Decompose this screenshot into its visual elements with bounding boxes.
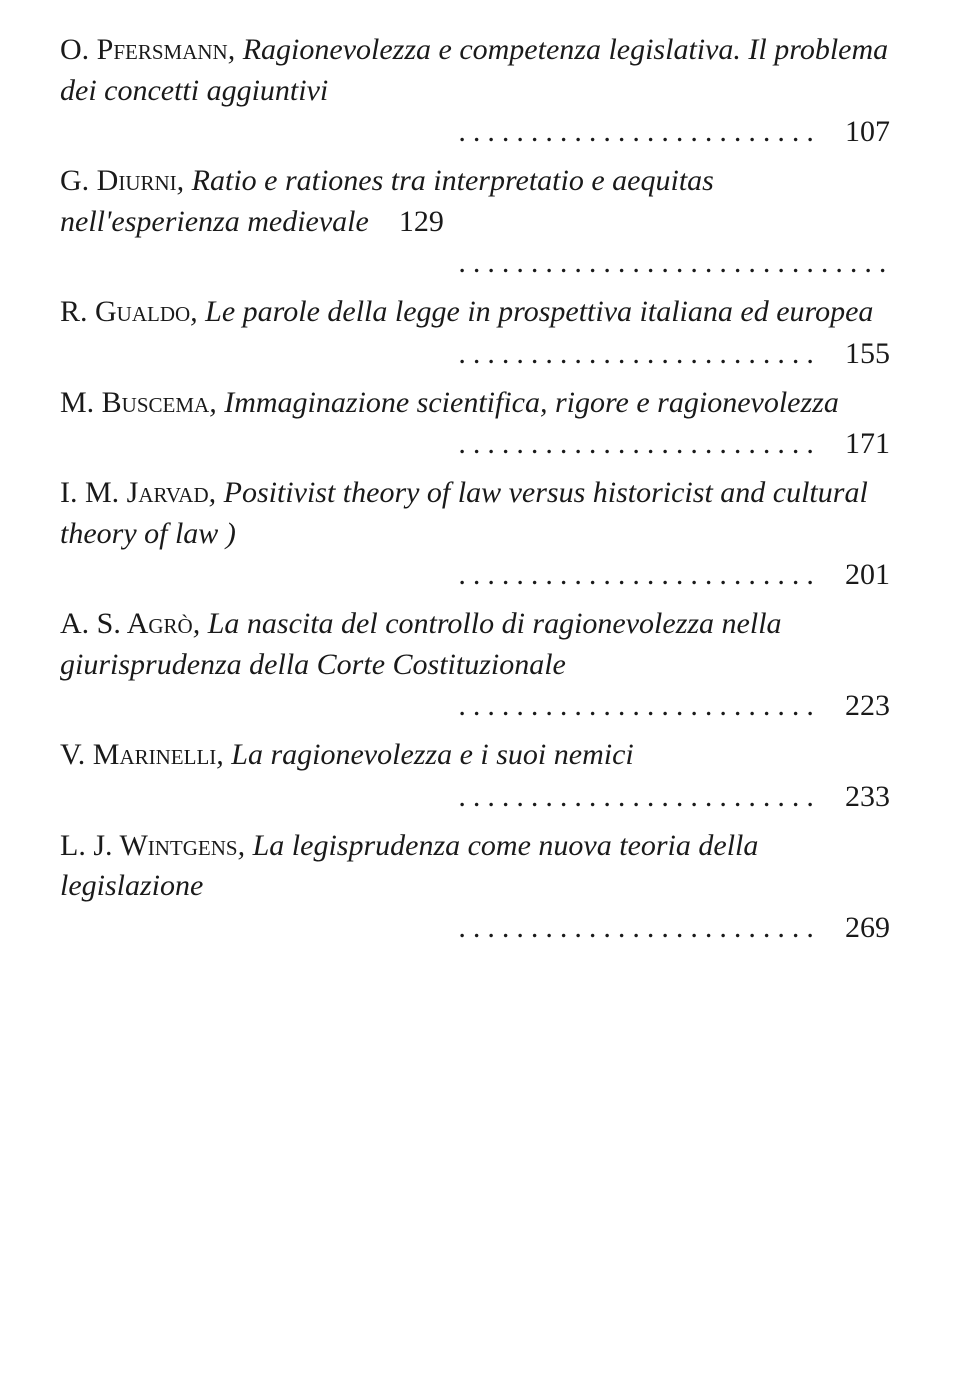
dots-leader: ........................................…: [458, 911, 820, 945]
dots-row: ........................................…: [60, 780, 890, 814]
dots-row: ........................................…: [60, 115, 890, 149]
dots-row: ........................................…: [60, 337, 890, 371]
entry-page: 233: [820, 780, 890, 814]
entry-author: L. J. Wintgens: [60, 829, 238, 862]
dots-leader: ........................................…: [458, 780, 820, 814]
dots-row: ........................................…: [60, 689, 890, 723]
entry-page-inline: 129: [369, 205, 444, 238]
entry-text: A. S. Agrò, La nascita del controllo di …: [60, 604, 890, 685]
toc-entry: R. Gualdo, Le parole della legge in pros…: [60, 292, 890, 371]
entry-page: 223: [820, 689, 890, 723]
entry-text: I. M. Jarvad, Positivist theory of law v…: [60, 473, 890, 554]
entry-page: 201: [820, 558, 890, 592]
toc-entry: O. Pfersmann, Ragionevolezza e competenz…: [60, 30, 890, 149]
entry-author: A. S. Agrò: [60, 607, 193, 640]
table-of-contents: O. Pfersmann, Ragionevolezza e competenz…: [60, 30, 890, 945]
toc-entry: M. Buscema, Immaginazione scientifica, r…: [60, 383, 890, 462]
entry-text: L. J. Wintgens, La legisprudenza come nu…: [60, 826, 890, 907]
entry-page: 107: [820, 115, 890, 149]
dots-row: ........................................…: [60, 911, 890, 945]
entry-title: , La ragionevolezza e i suoi nemici: [216, 738, 633, 771]
entry-text: M. Buscema, Immaginazione scientifica, r…: [60, 383, 890, 424]
entry-page: 155: [820, 337, 890, 371]
entry-text: G. Diurni, Ratio e rationes tra interpre…: [60, 161, 890, 242]
entry-text: O. Pfersmann, Ragionevolezza e competenz…: [60, 30, 890, 111]
toc-entry: L. J. Wintgens, La legisprudenza come nu…: [60, 826, 890, 945]
dots-leader: ........................................…: [458, 115, 820, 149]
dots-leader: ........................................…: [458, 337, 820, 371]
dots-leader: ........................................…: [458, 558, 820, 592]
entry-author: V. Marinelli: [60, 738, 216, 771]
toc-entry: I. M. Jarvad, Positivist theory of law v…: [60, 473, 890, 592]
dots-row: ........................................…: [60, 558, 890, 592]
entry-text: V. Marinelli, La ragionevolezza e i suoi…: [60, 735, 890, 776]
entry-page: 269: [820, 911, 890, 945]
dots-row: ........................................…: [60, 246, 890, 280]
entry-text: R. Gualdo, Le parole della legge in pros…: [60, 292, 890, 333]
entry-title: , Le parole della legge in prospettiva i…: [190, 295, 873, 328]
entry-author: G. Diurni: [60, 164, 177, 197]
entry-author: M. Buscema: [60, 386, 209, 419]
dots-leader: ........................................…: [458, 246, 890, 280]
toc-entry: G. Diurni, Ratio e rationes tra interpre…: [60, 161, 890, 280]
entry-page: 171: [820, 427, 890, 461]
entry-author: R. Gualdo: [60, 295, 190, 328]
dots-leader: ........................................…: [458, 427, 820, 461]
entry-author: O. Pfersmann: [60, 33, 228, 66]
toc-entry: V. Marinelli, La ragionevolezza e i suoi…: [60, 735, 890, 814]
dots-row: ........................................…: [60, 427, 890, 461]
entry-title: , Immaginazione scientifica, rigore e ra…: [209, 386, 839, 419]
toc-entry: A. S. Agrò, La nascita del controllo di …: [60, 604, 890, 723]
dots-leader: ........................................…: [458, 689, 820, 723]
entry-author: I. M. Jarvad: [60, 476, 209, 509]
